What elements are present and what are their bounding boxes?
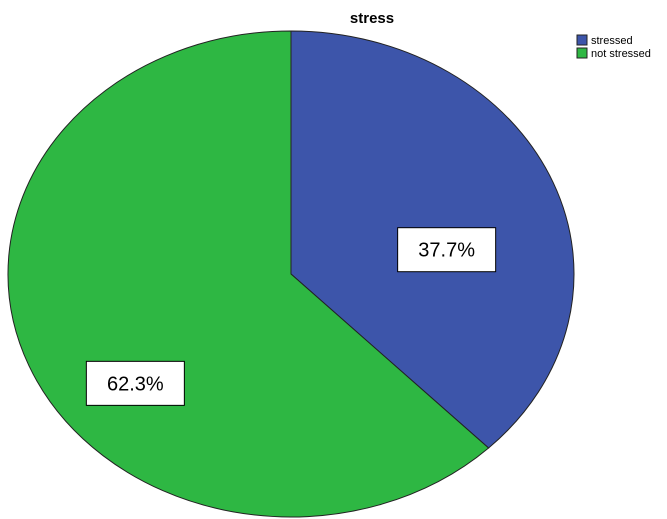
- data-label-text: 37.7%: [418, 240, 475, 262]
- legend-label-stressed: stressed: [591, 35, 633, 47]
- legend: stressed not stressed: [576, 34, 651, 60]
- data-label-stressed: 37.7%: [397, 227, 497, 273]
- data-label-text: 62.3%: [107, 373, 164, 395]
- data-label-box: [85, 360, 185, 406]
- pie-data-labels: 37.7% 62.3%: [85, 227, 497, 406]
- chart-title: stress: [350, 10, 394, 27]
- data-label-box: [397, 227, 497, 273]
- legend-swatch-stressed: [576, 34, 588, 46]
- legend-swatch-not-stressed: [576, 47, 588, 59]
- pie-slices: [7, 30, 575, 518]
- legend-label-not-stressed: not stressed: [591, 48, 651, 60]
- data-label-not-stressed: 62.3%: [85, 360, 185, 406]
